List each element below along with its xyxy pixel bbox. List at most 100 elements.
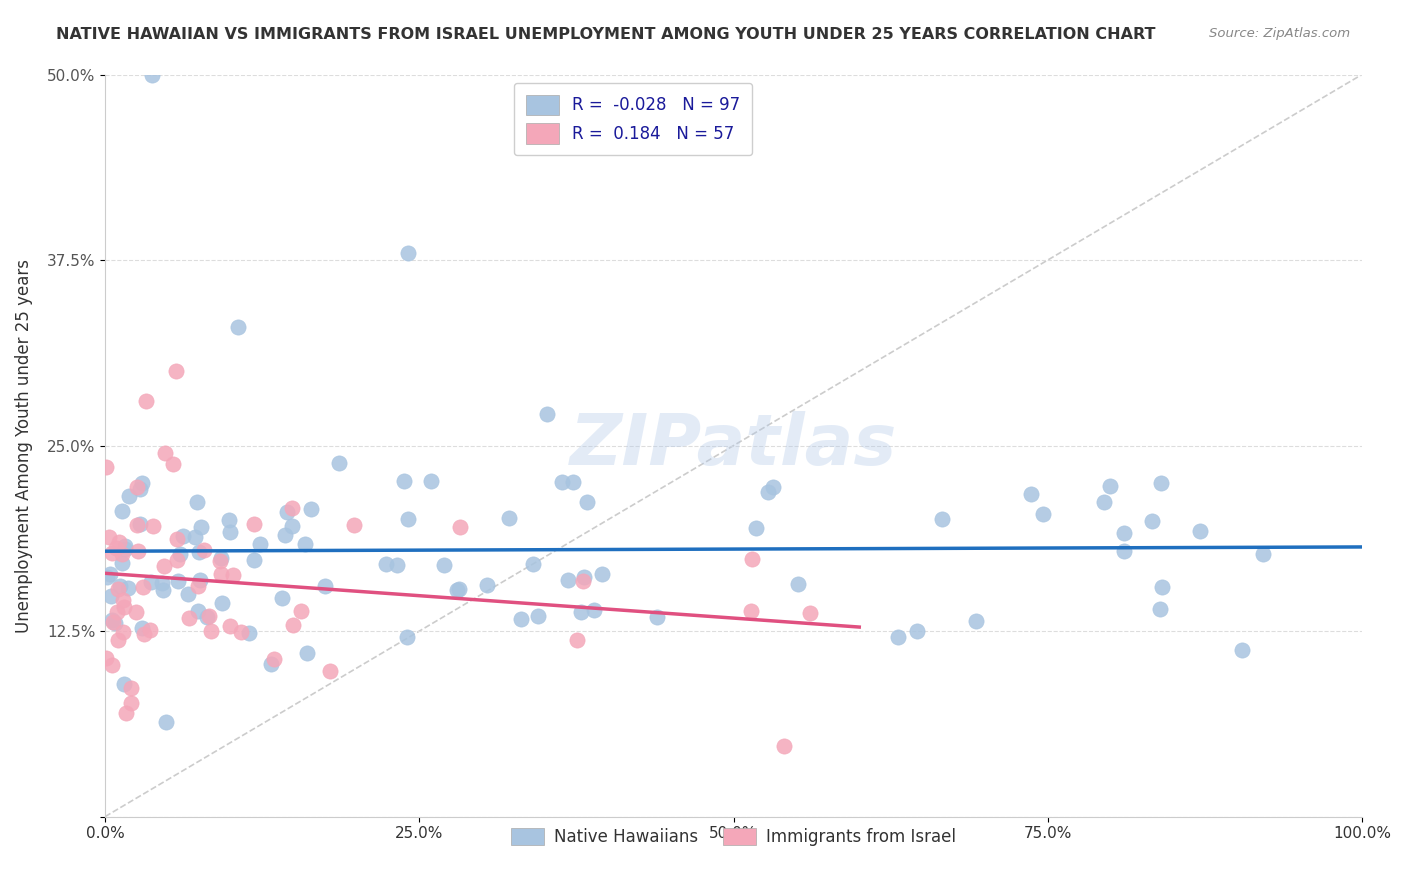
Point (562, 475, 585, 489)
Point (392, 474, 415, 488)
Point (118, 489, 141, 503)
Point (177, 586, 200, 600)
Point (101, 613, 124, 627)
Point (125, 517, 148, 532)
Text: Source: ZipAtlas.com: Source: ZipAtlas.com (1209, 27, 1350, 40)
Point (209, 551, 232, 566)
Point (299, 502, 322, 516)
Text: ZIPatlas: ZIPatlas (569, 411, 897, 480)
Point (105, 605, 128, 619)
Point (557, 573, 579, 587)
Point (108, 534, 131, 549)
Point (276, 505, 298, 519)
Point (169, 547, 191, 561)
Point (132, 580, 155, 594)
Point (319, 664, 342, 678)
Point (281, 618, 304, 632)
Point (509, 611, 531, 625)
Point (522, 557, 544, 571)
Point (238, 625, 260, 640)
Point (128, 482, 150, 496)
Point (104, 616, 127, 631)
Point (290, 604, 312, 618)
Point (270, 591, 292, 606)
Point (153, 446, 176, 460)
Point (162, 457, 184, 471)
Point (142, 519, 165, 533)
Point (385, 558, 408, 572)
Point (190, 520, 212, 534)
Point (395, 630, 418, 644)
Point (152, 559, 174, 574)
Point (294, 537, 316, 551)
Legend: R =  -0.028   N = 97, R =  0.184   N = 57: R = -0.028 N = 97, R = 0.184 N = 57 (515, 83, 752, 155)
Point (398, 512, 420, 526)
Point (103, 615, 125, 629)
Point (1112, 526, 1135, 541)
Point (172, 529, 194, 543)
Point (111, 556, 134, 570)
Point (155, 714, 177, 729)
Point (198, 609, 221, 624)
Point (218, 513, 240, 527)
Point (446, 582, 468, 597)
Text: NATIVE HAWAIIAN VS IMMIGRANTS FROM ISRAEL UNEMPLOYMENT AMONG YOUTH UNDER 25 YEAR: NATIVE HAWAIIAN VS IMMIGRANTS FROM ISRAE… (56, 27, 1156, 42)
Point (193, 543, 215, 558)
Point (125, 605, 148, 619)
Point (211, 596, 233, 610)
Point (177, 611, 200, 625)
Point (131, 475, 153, 490)
Point (1032, 507, 1054, 521)
Point (567, 633, 589, 648)
Point (127, 544, 149, 558)
Point (195, 609, 218, 624)
Point (1150, 476, 1173, 491)
Point (107, 633, 129, 648)
Point (112, 599, 135, 614)
Point (569, 605, 592, 619)
Point (166, 553, 188, 567)
Point (475, 578, 498, 592)
Point (135, 394, 157, 409)
Point (222, 568, 245, 582)
Point (263, 652, 285, 666)
Point (110, 579, 132, 593)
Point (1251, 547, 1274, 561)
Point (328, 456, 350, 470)
Y-axis label: Unemployment Among Youth under 25 years: Unemployment Among Youth under 25 years (15, 259, 32, 632)
Point (117, 581, 139, 595)
Point (139, 623, 162, 637)
Point (1019, 486, 1042, 500)
Point (965, 614, 987, 628)
Point (786, 576, 808, 591)
Point (231, 624, 253, 639)
Point (115, 706, 138, 720)
Point (756, 485, 779, 500)
Point (134, 627, 156, 641)
Point (886, 630, 908, 644)
Point (94, 651, 117, 665)
Point (1114, 544, 1136, 558)
Point (186, 495, 208, 509)
Point (740, 604, 762, 618)
Point (114, 542, 136, 557)
Point (186, 604, 208, 618)
Point (572, 574, 595, 588)
Point (111, 624, 134, 639)
Point (150, 575, 173, 590)
Point (1188, 524, 1211, 539)
Point (343, 517, 366, 532)
Point (107, 582, 129, 597)
Point (226, 319, 249, 334)
Point (762, 480, 785, 494)
Point (799, 606, 821, 620)
Point (120, 681, 142, 696)
Point (242, 516, 264, 531)
Point (94, 459, 117, 474)
Point (297, 646, 319, 660)
Point (591, 566, 613, 581)
Point (931, 511, 953, 525)
Point (420, 474, 443, 488)
Point (1149, 602, 1171, 616)
Point (97, 530, 120, 544)
